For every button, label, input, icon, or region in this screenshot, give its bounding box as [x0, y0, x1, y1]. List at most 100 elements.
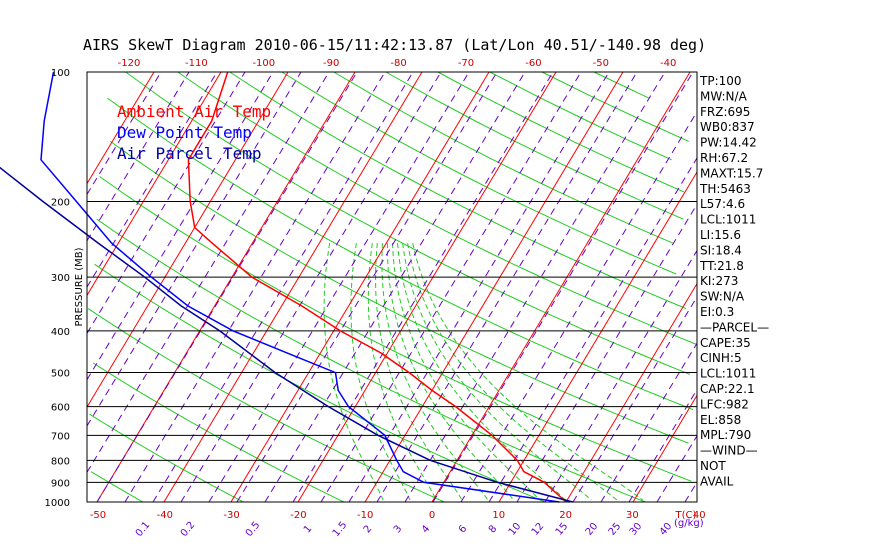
x-tick-label-top: -120 [118, 58, 141, 69]
stat-item: FRZ:695 [700, 105, 750, 119]
dry-adiabat-line [281, 71, 677, 275]
mixing-ratio-label: 30 [628, 521, 645, 538]
mixing-ratio-label: 1.5 [331, 520, 350, 539]
mixing-ratio-label: 8 [487, 523, 500, 535]
dry-adiabat-line [489, 71, 672, 161]
stat-item: L57:4.6 [700, 197, 745, 211]
isotherm-line [86, 71, 289, 408]
dry-adiabat-line [125, 71, 691, 375]
moist-adiabat-line [392, 243, 540, 501]
stat-item: —WIND— [700, 444, 758, 458]
stat-item: LCL:1011 [700, 367, 756, 381]
isotherm-line [86, 71, 155, 184]
x-tick-label-top: -50 [593, 58, 609, 69]
mixing-ratio-label: 6 [457, 523, 470, 535]
x-tick-label-bottom: -20 [290, 510, 306, 521]
x-tick-label-top: -110 [185, 58, 208, 69]
mixing-ratio-line [348, 71, 610, 503]
mixing-ratio-line [600, 342, 698, 503]
stat-item: TT:21.8 [699, 259, 744, 273]
isotherm-line [364, 71, 624, 503]
stat-item: —PARCEL— [700, 320, 769, 334]
dry-adiabat-line [90, 471, 144, 503]
moist-adiabat-line [381, 243, 489, 501]
mixing-ratio-label: 20 [584, 521, 601, 538]
stat-item: MPL:790 [700, 428, 751, 442]
stat-item: CAPE:35 [700, 336, 751, 350]
mixing-ratio-line [544, 250, 698, 503]
series-line [187, 71, 567, 503]
isotherm-line [565, 283, 698, 503]
legend-entry: Dew Point Temp [117, 123, 252, 142]
mixing-ratio-label: 25 [607, 521, 624, 538]
dry-adiabat-line [385, 71, 684, 220]
mixing-ratio-line [460, 111, 698, 503]
mixing-ratio-line [292, 71, 554, 503]
y-tick-label: 300 [51, 273, 70, 284]
mixing-ratio-label: 1 [302, 523, 315, 535]
mixing-ratio-label: 0.2 [179, 520, 198, 539]
mixing-ratio-label: 0.1 [134, 520, 153, 539]
y-tick-label: 700 [51, 431, 70, 442]
x-tick-label-bottom: 30 [626, 510, 639, 521]
mixing-ratio-label: 0.5 [244, 520, 263, 539]
x-tick-label-top: -60 [525, 58, 541, 69]
dry-adiabat-line [177, 71, 697, 345]
dry-adiabat-line [333, 71, 673, 244]
mixing-ratio-label: 10 [507, 521, 524, 538]
mixing-ratio-line [86, 71, 246, 334]
moist-adiabat-line [412, 242, 644, 501]
stat-item: SW:N/A [700, 290, 745, 304]
x-tick-label-bottom: 20 [559, 510, 572, 521]
moist-adiabat-line [350, 243, 411, 501]
stat-item: CAP:22.1 [700, 382, 755, 396]
x-axis-unit: T(C) [675, 510, 697, 521]
stat-item: NOT [700, 459, 726, 473]
series-line [40, 71, 560, 503]
series-line [0, 166, 573, 503]
x-tick-label-bottom: -10 [357, 510, 373, 521]
x-tick-label-top: -70 [458, 58, 474, 69]
mixing-ratio-label: 12 [530, 521, 547, 538]
stat-item: SI:18.4 [700, 243, 742, 257]
y-tick-label: 1000 [45, 498, 70, 509]
dry-adiabat-line [110, 140, 689, 444]
mixing-ratio-label: 3 [392, 523, 405, 535]
isotherm-line [431, 71, 691, 503]
x-tick-label-bottom: -30 [223, 510, 239, 521]
stat-item: AVAIL [700, 474, 734, 488]
isotherm-line [632, 395, 698, 503]
mixing-ratio-unit: (g/kg) [674, 518, 704, 529]
x-tick-label-bottom: 0 [429, 510, 435, 521]
y-tick-label: 100 [51, 68, 70, 79]
mixing-ratio-line [656, 435, 698, 503]
moist-adiabat-line [367, 243, 437, 501]
stat-item: WB0:837 [700, 120, 755, 134]
mixing-ratio-label: 2 [362, 523, 375, 535]
moist-adiabat-line [397, 243, 566, 501]
stat-item: PW:14.42 [700, 136, 757, 150]
mixing-ratio-line [516, 204, 698, 503]
mixing-ratio-line [628, 389, 698, 503]
moist-adiabat-line [323, 243, 384, 501]
isotherm-line [86, 71, 222, 296]
mixing-ratio-line [488, 157, 698, 503]
stat-item: MW:N/A [700, 89, 748, 103]
stat-item: EL:858 [700, 413, 741, 427]
dry-adiabat-line [89, 413, 244, 503]
x-tick-label-bottom: 40 [693, 510, 706, 521]
mixing-ratio-line [684, 481, 698, 503]
moist-adiabat-line [402, 243, 592, 501]
mixing-ratio-label: 4 [420, 523, 433, 535]
dry-adiabat-line [107, 97, 694, 411]
moist-adiabat-line [386, 243, 515, 501]
x-tick-label-bottom: -40 [157, 510, 173, 521]
isotherm-line [96, 71, 356, 503]
x-tick-label-top: -80 [390, 58, 406, 69]
dry-adiabat-line [92, 362, 345, 503]
stat-item: LCL:1011 [700, 213, 756, 227]
y-tick-label: 800 [51, 456, 70, 467]
stat-item: LFC:982 [700, 397, 749, 411]
